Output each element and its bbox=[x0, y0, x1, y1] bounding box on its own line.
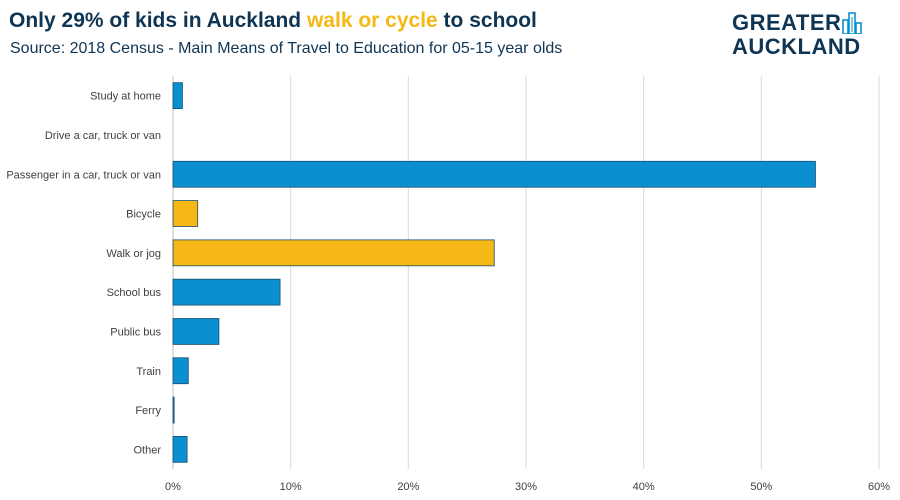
title-part-1: Only 29% of kids in Auckland bbox=[9, 9, 307, 32]
category-label: Bicycle bbox=[126, 209, 161, 221]
city-skyline-icon bbox=[842, 12, 862, 34]
category-label: Ferry bbox=[135, 405, 161, 417]
bar bbox=[172, 160, 816, 188]
x-tick-label: 50% bbox=[750, 481, 772, 493]
title-part-2: to school bbox=[437, 9, 537, 32]
chart-subtitle: Source: 2018 Census - Main Means of Trav… bbox=[10, 40, 563, 57]
logo-line-1: GREATER bbox=[732, 10, 842, 35]
category-label: Drive a car, truck or van bbox=[45, 130, 161, 142]
x-tick-label: 60% bbox=[868, 481, 890, 493]
category-label: Study at home bbox=[90, 91, 161, 103]
bar bbox=[172, 200, 199, 227]
category-label: School bus bbox=[107, 287, 162, 299]
category-label: Train bbox=[136, 366, 161, 378]
x-tick-label: 10% bbox=[280, 481, 302, 493]
bar bbox=[172, 278, 281, 306]
bar bbox=[172, 318, 220, 345]
bar bbox=[172, 239, 495, 267]
chart-title: Only 29% of kids in Auckland walk or cyc… bbox=[9, 9, 537, 33]
title-highlight: walk or cycle bbox=[306, 9, 438, 32]
category-label: Public bus bbox=[110, 326, 161, 338]
greater-auckland-logo: GREATER AUCKLAND bbox=[732, 12, 888, 60]
x-tick-label: 30% bbox=[515, 481, 537, 493]
x-tick-label: 20% bbox=[397, 481, 419, 493]
bar bbox=[172, 82, 183, 110]
x-tick-label: 40% bbox=[633, 481, 655, 493]
category-label: Walk or jog bbox=[106, 248, 161, 260]
bar bbox=[172, 396, 175, 424]
category-label: Passenger in a car, truck or van bbox=[6, 169, 161, 181]
bar bbox=[172, 357, 189, 385]
logo-line-2: AUCKLAND bbox=[732, 34, 861, 59]
category-label: Other bbox=[133, 444, 161, 456]
x-tick-label: 0% bbox=[165, 481, 181, 493]
bar bbox=[172, 435, 188, 463]
